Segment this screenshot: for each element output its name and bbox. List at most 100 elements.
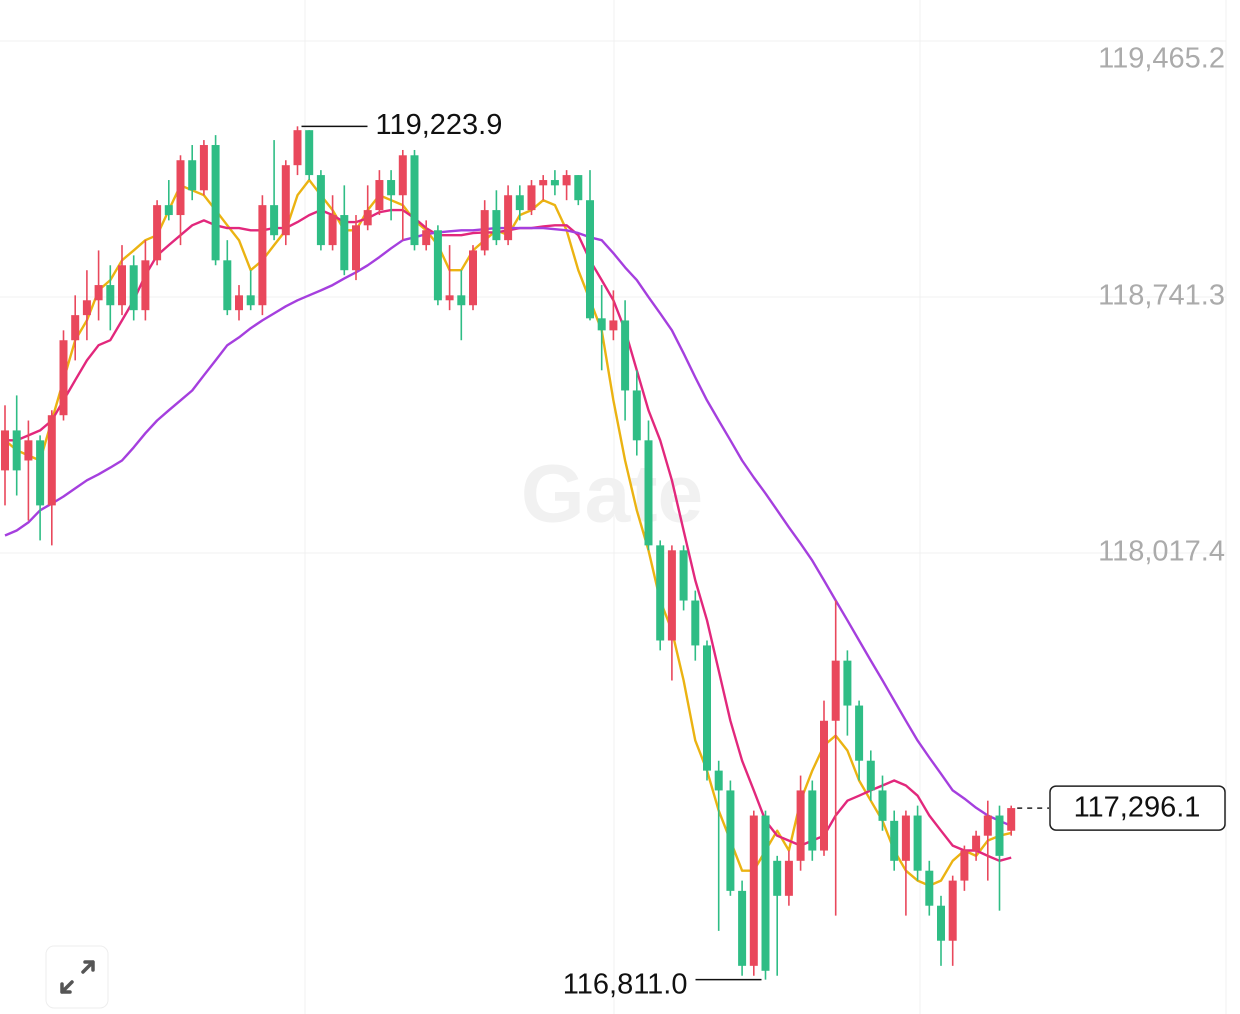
candle-body [679, 550, 688, 601]
candle-body [937, 905, 945, 941]
candle-body [831, 660, 840, 721]
candle-body [235, 295, 243, 311]
candle-body [71, 315, 80, 341]
candle-body [211, 145, 220, 261]
candle-body [515, 195, 524, 211]
candle-body [24, 440, 33, 461]
candle-body [129, 265, 138, 311]
candle-body [539, 180, 548, 186]
candle-body [784, 860, 793, 896]
candle-body [925, 870, 934, 906]
candle-body [188, 160, 197, 191]
candle-body [843, 660, 852, 706]
expand-button-bg[interactable] [45, 945, 109, 1009]
candle-body [305, 130, 314, 176]
candle-body [352, 225, 360, 271]
low-marker-label: 116,811.0 [563, 968, 688, 1000]
last-price-label: 117,296.1 [1074, 792, 1201, 824]
candle-body [972, 835, 981, 851]
candle-body [761, 815, 770, 971]
candle-body [586, 200, 594, 319]
candle-body [890, 820, 899, 861]
watermark: Gate [521, 449, 703, 540]
candle-body [644, 440, 653, 546]
candle-body [82, 300, 91, 316]
candle-body [480, 210, 489, 251]
candle-body [609, 320, 618, 331]
time-grid [304, 0, 1227, 1014]
ma-line [4, 178, 1012, 887]
candle-body [293, 130, 302, 166]
expand-button[interactable] [45, 945, 109, 1009]
candle-body [1, 430, 9, 471]
candle-body [433, 230, 442, 301]
candle-body [94, 285, 103, 301]
candle-body [410, 155, 419, 246]
candle-body [714, 770, 723, 791]
candle-body [632, 390, 641, 441]
candle-body [12, 430, 21, 471]
candle-body [562, 175, 571, 186]
candle-body [199, 145, 208, 191]
candle-body [164, 205, 173, 216]
candle-body [878, 790, 887, 821]
candle-body [47, 415, 56, 506]
candle-body [223, 260, 232, 311]
ma-line [5, 208, 1012, 862]
candle-body [398, 155, 407, 196]
candle-body [527, 185, 536, 211]
candle-body [258, 205, 267, 306]
candle-body [597, 318, 606, 331]
candle-body [1007, 808, 1016, 831]
candle-body [983, 815, 992, 836]
candle-body [855, 705, 864, 761]
candle-body [550, 180, 559, 186]
candle-body [141, 260, 150, 311]
candle-body [574, 175, 583, 201]
candle-body [106, 285, 115, 306]
candle-body [796, 790, 805, 861]
candle-body [504, 195, 513, 241]
candle-body [328, 215, 337, 246]
candle-body [656, 545, 665, 641]
candle-body [820, 720, 828, 851]
candle-body [363, 210, 372, 226]
candle-body [340, 215, 349, 271]
expand-icon[interactable] [60, 960, 95, 994]
candle-body [808, 790, 817, 851]
candle-body [691, 600, 700, 646]
candle-body [469, 250, 477, 306]
candle-body [176, 160, 185, 216]
candle-body [387, 180, 396, 196]
candle-body [36, 440, 45, 506]
candle-body [703, 645, 711, 771]
candle-body [246, 295, 255, 306]
plot: 119,465.2 118,741.3 118,017.4 119,223.9 116,… [0, 40, 1226, 1000]
candle-body [281, 165, 290, 236]
y-tick-label: 118,017.4 [1098, 536, 1225, 568]
candle-body [375, 180, 384, 211]
candle-body [492, 210, 501, 241]
candle-body [960, 850, 969, 881]
candle-body [749, 815, 758, 966]
candle-body [422, 230, 431, 246]
y-tick-label: 118,741.3 [1098, 280, 1225, 312]
high-marker-label: 119,223.9 [376, 109, 503, 141]
candle-body [445, 295, 454, 301]
candle-body [621, 320, 630, 391]
y-tick-label: 119,465.2 [1098, 43, 1225, 75]
candle-body [153, 205, 162, 261]
candle-body [901, 815, 910, 861]
candle-body [773, 860, 782, 896]
last-price-box [1049, 785, 1226, 831]
candle-body [866, 760, 875, 791]
candle-body [270, 205, 279, 236]
candle-body [995, 815, 1004, 856]
candle-body [726, 790, 735, 891]
candle-body [948, 880, 957, 941]
candle-body [59, 340, 68, 416]
candle-body [457, 295, 466, 306]
candle-body [667, 550, 676, 641]
candle-body [316, 175, 325, 246]
